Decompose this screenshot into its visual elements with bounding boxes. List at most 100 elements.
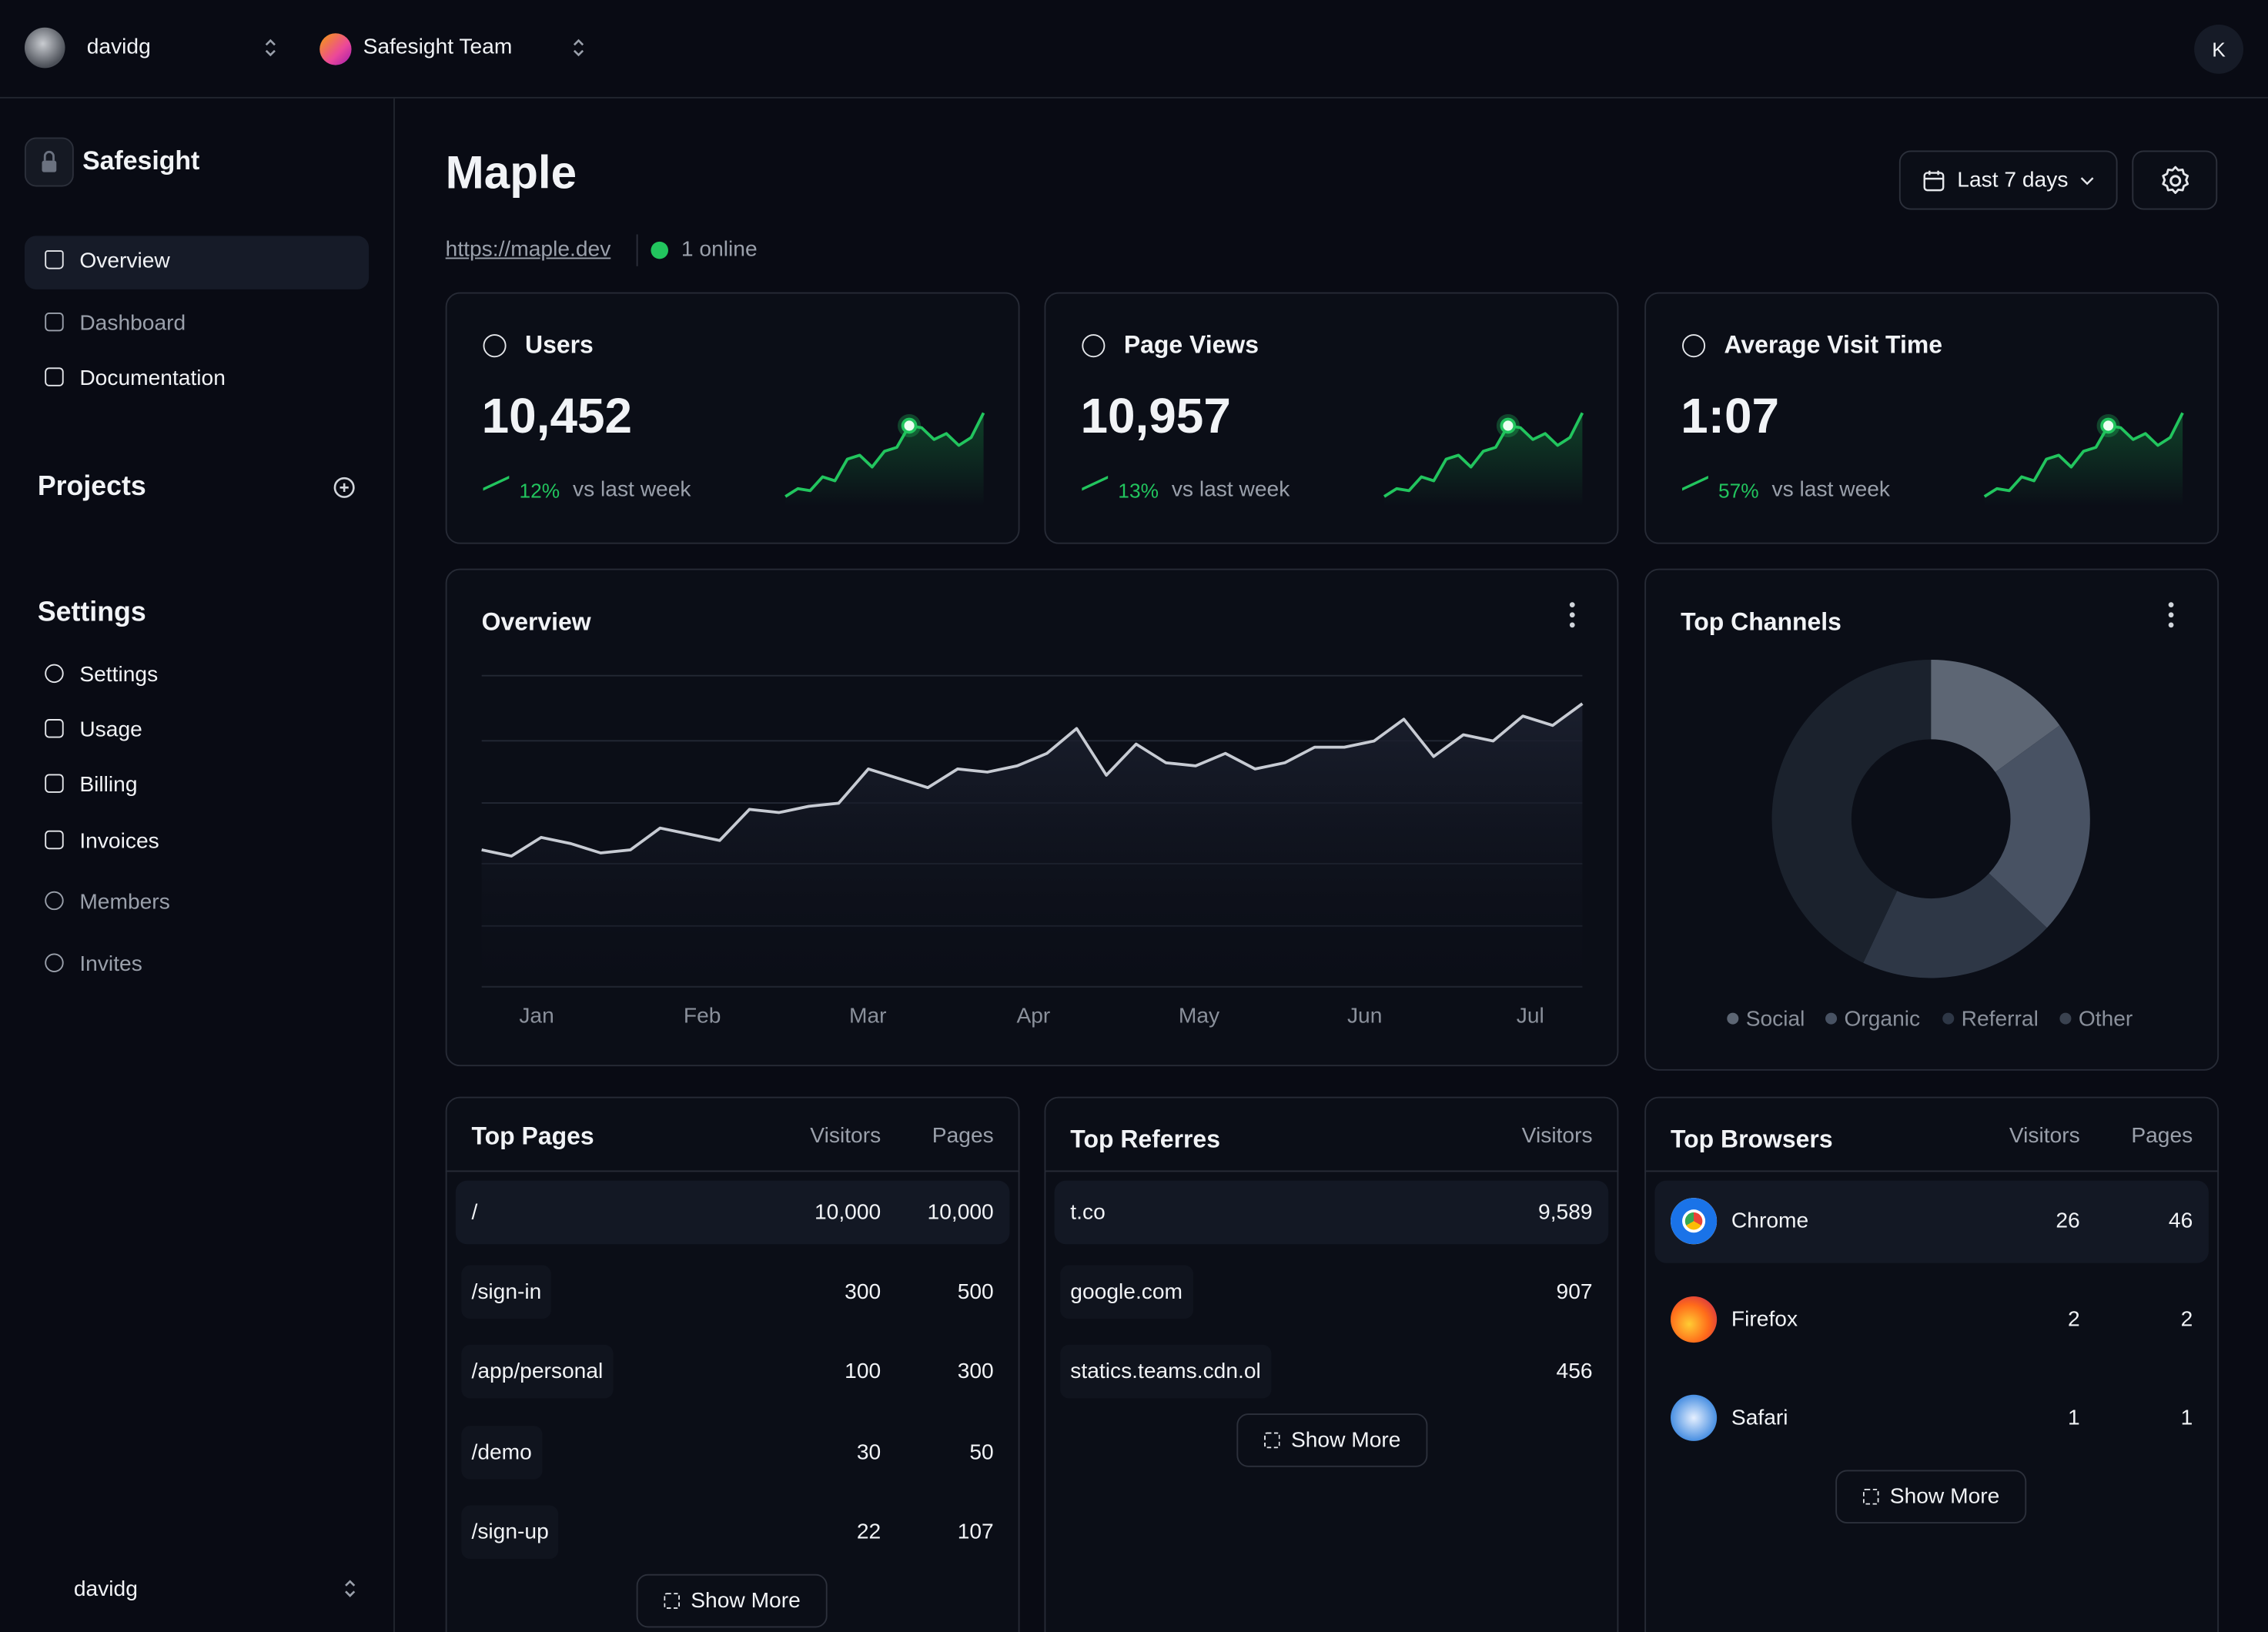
stat-change: 57% (1718, 479, 1759, 503)
nav-item[interactable]: Members (79, 889, 170, 915)
column-header: Pages (932, 1123, 994, 1149)
stat-value: 10,452 (481, 389, 633, 444)
donut-segment (1989, 725, 2090, 928)
show-more-button[interactable]: Show More (1236, 1413, 1428, 1467)
header-divider (1044, 1170, 1619, 1172)
stat-change: 13% (1118, 479, 1159, 503)
top-bar (0, 0, 2268, 99)
nav-item[interactable]: Dashboard (79, 311, 186, 336)
stat-compare: vs last week (1171, 477, 1290, 503)
row-value: 26 (2056, 1209, 2080, 1234)
team-name[interactable]: Safesight Team (363, 35, 513, 60)
settings-heading: Settings (37, 597, 146, 628)
legend-dot (1942, 1012, 1955, 1025)
row-value: 107 (957, 1520, 994, 1545)
footer-user[interactable]: davidg (73, 1577, 138, 1602)
account-button[interactable]: K (2194, 24, 2244, 74)
card-title: Overview (482, 607, 591, 635)
legend-dot (1727, 1012, 1739, 1025)
show-more-label: Show More (1290, 1427, 1401, 1453)
header-divider (445, 1170, 1020, 1172)
row-value: 10,000 (927, 1199, 994, 1225)
table-title: Top Pages (471, 1122, 594, 1151)
nav-item[interactable]: Billing (79, 772, 138, 798)
nav-item[interactable]: Settings (79, 662, 159, 687)
row-label: statics.teams.cdn.ol (1060, 1344, 1271, 1399)
browser-icon (1671, 1394, 1718, 1441)
row-label: /sign-up (461, 1505, 559, 1560)
online-count: 1 online (681, 237, 758, 263)
sparkline (784, 412, 985, 498)
line (481, 702, 1584, 858)
team-avatar[interactable] (319, 33, 352, 65)
legend-label: Other (2079, 1005, 2133, 1030)
legend-label: Referral (1962, 1005, 2039, 1030)
row-label: /app/personal (461, 1344, 614, 1399)
divider (636, 234, 638, 266)
nav-item[interactable]: Usage (79, 717, 142, 743)
x-tick-label: Jun (1347, 1003, 1382, 1028)
area (481, 704, 1583, 987)
x-tick-label: Feb (684, 1003, 721, 1028)
stat-change: 12% (519, 479, 560, 503)
nav-icon (45, 719, 64, 738)
settings-button[interactable] (2132, 150, 2218, 210)
online-dot (651, 241, 669, 259)
show-more-button[interactable]: Show More (1835, 1470, 2027, 1524)
card-title: Top Channels (1681, 607, 1841, 635)
stat-label: Average Visit Time (1724, 331, 1942, 360)
row-value: 300 (957, 1359, 994, 1384)
user-name[interactable]: davidg (86, 35, 151, 60)
row-value: 907 (1556, 1279, 1593, 1305)
user-avatar[interactable] (24, 27, 65, 69)
table-title: Top Referres (1070, 1125, 1220, 1153)
row-highlight (455, 1180, 1010, 1245)
show-more-label: Show More (691, 1588, 801, 1614)
page-title: Maple (445, 145, 577, 199)
chevron[interactable] (262, 36, 279, 59)
stat-label: Page Views (1123, 331, 1259, 360)
table-title: Top Browsers (1671, 1125, 1833, 1153)
row-label: google.com (1060, 1265, 1193, 1319)
sparkline-area (1984, 413, 2183, 507)
x-tick-label: Apr (1016, 1003, 1050, 1028)
menu-dots[interactable] (2168, 602, 2174, 628)
stat-icon (483, 334, 507, 358)
nav-item[interactable]: Invites (79, 951, 142, 977)
row-value: 30 (856, 1440, 881, 1465)
nav-item[interactable]: Overview (79, 249, 170, 274)
column-header: Pages (2131, 1123, 2193, 1149)
row-value: 1 (2180, 1405, 2193, 1430)
nav-icon (45, 664, 64, 684)
row-highlight (1654, 1180, 2209, 1263)
row-value: 50 (969, 1440, 994, 1465)
chevron[interactable] (570, 36, 587, 59)
calendar-icon (1923, 169, 1945, 191)
x-tick-label: Jan (519, 1003, 554, 1028)
stat-value: 10,957 (1080, 389, 1231, 444)
show-more-button[interactable]: Show More (636, 1573, 828, 1628)
add-project[interactable] (333, 476, 356, 499)
expand-icon (663, 1593, 680, 1609)
stat-compare: vs last week (1771, 477, 1891, 503)
date-range-button[interactable]: Last 7 days (1898, 150, 2118, 210)
chevron[interactable] (341, 1577, 359, 1600)
legend-dot (1825, 1012, 1838, 1025)
nav-icon (45, 774, 64, 793)
row-value: 300 (845, 1279, 881, 1305)
nav-icon (45, 953, 64, 972)
row-label: / (471, 1199, 478, 1225)
brand-name: Safesight (82, 145, 200, 176)
menu-dots[interactable] (1569, 602, 1575, 628)
legend-label: Social (1746, 1005, 1805, 1030)
chevron (2080, 176, 2094, 185)
nav-item[interactable]: Invoices (79, 828, 159, 854)
row-value: 46 (2168, 1209, 2193, 1234)
x-tick-label: Jul (1517, 1003, 1544, 1028)
row-label: /demo (461, 1426, 542, 1480)
nav-item[interactable]: Documentation (79, 366, 226, 391)
stat-label: Users (525, 331, 594, 360)
donut-segment (1863, 873, 2047, 978)
site-url[interactable]: https://maple.dev (445, 237, 611, 263)
